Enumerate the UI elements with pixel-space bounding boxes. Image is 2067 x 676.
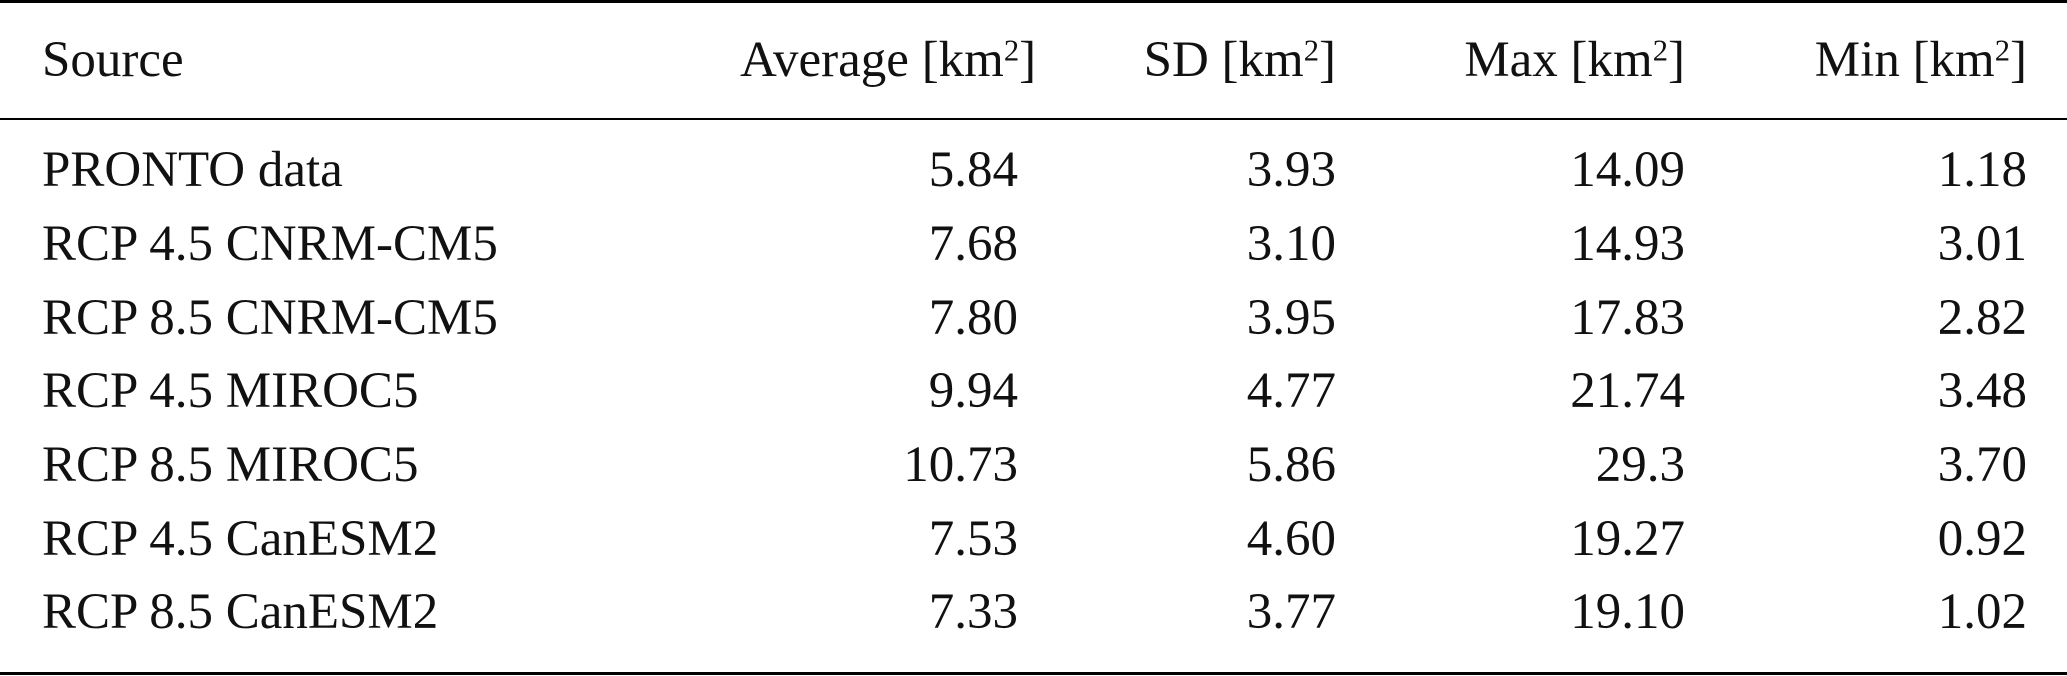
- row-max: 19.27: [1570, 511, 1685, 567]
- row-max: 21.74: [1570, 363, 1685, 419]
- header-max-close: ]: [1668, 32, 1685, 88]
- row-average: 7.80: [928, 290, 1018, 346]
- row-max: 14.93: [1570, 216, 1685, 272]
- row-sd: 3.95: [1246, 290, 1336, 346]
- header-min: Min [km2]: [1690, 30, 2027, 90]
- header-max: Max [km2]: [1345, 30, 1685, 90]
- header-min-label: Min [km: [1814, 32, 1995, 88]
- row-max: 14.09: [1570, 142, 1685, 198]
- table-top-rule: [0, 0, 2067, 3]
- row-min: 2.82: [1937, 290, 2027, 346]
- row-average: 9.94: [928, 363, 1018, 419]
- row-max: 19.10: [1570, 584, 1685, 640]
- row-min: 1.02: [1937, 584, 2027, 640]
- row-source: RCP 4.5 CanESM2: [42, 511, 439, 567]
- table-header-rule: [0, 118, 2067, 120]
- header-min-exponent: 2: [1994, 33, 2011, 68]
- row-average: 5.84: [928, 142, 1018, 198]
- row-average: 7.33: [928, 584, 1018, 640]
- row-sd: 3.77: [1246, 584, 1336, 640]
- header-min-close: ]: [2010, 32, 2027, 88]
- row-min: 3.48: [1937, 363, 2027, 419]
- header-max-label: Max [km: [1464, 32, 1653, 88]
- row-min: 1.18: [1937, 142, 2027, 198]
- row-source: RCP 8.5 MIROC5: [42, 437, 419, 493]
- row-sd: 4.77: [1246, 363, 1336, 419]
- header-source: Source: [42, 32, 184, 88]
- row-sd: 5.86: [1246, 437, 1336, 493]
- header-average: Average [km2]: [740, 30, 1036, 90]
- row-sd: 3.10: [1246, 216, 1336, 272]
- row-average: 7.68: [928, 216, 1018, 272]
- row-source: RCP 4.5 CNRM-CM5: [42, 216, 498, 272]
- header-sd-close: ]: [1319, 32, 1336, 88]
- row-average: 10.73: [903, 437, 1018, 493]
- header-average-exponent: 2: [1003, 33, 1020, 68]
- row-sd: 3.93: [1246, 142, 1336, 198]
- row-source: RCP 8.5 CanESM2: [42, 584, 439, 640]
- header-average-label: Average [km: [740, 32, 1004, 88]
- row-min: 3.70: [1937, 437, 2027, 493]
- row-min: 0.92: [1937, 511, 2027, 567]
- header-sd: SD [km2]: [1030, 30, 1336, 90]
- header-average-close: ]: [1019, 32, 1037, 88]
- row-source: RCP 8.5 CNRM-CM5: [42, 290, 498, 346]
- header-max-exponent: 2: [1652, 33, 1669, 68]
- header-sd-label: SD [km: [1143, 32, 1304, 88]
- table-bottom-rule: [0, 672, 2067, 675]
- row-max: 17.83: [1570, 290, 1685, 346]
- header-sd-exponent: 2: [1303, 33, 1320, 68]
- row-min: 3.01: [1937, 216, 2027, 272]
- row-source: RCP 4.5 MIROC5: [42, 363, 419, 419]
- row-average: 7.53: [928, 511, 1018, 567]
- row-source: PRONTO data: [42, 142, 343, 198]
- row-max: 29.3: [1595, 437, 1685, 493]
- row-sd: 4.60: [1246, 511, 1336, 567]
